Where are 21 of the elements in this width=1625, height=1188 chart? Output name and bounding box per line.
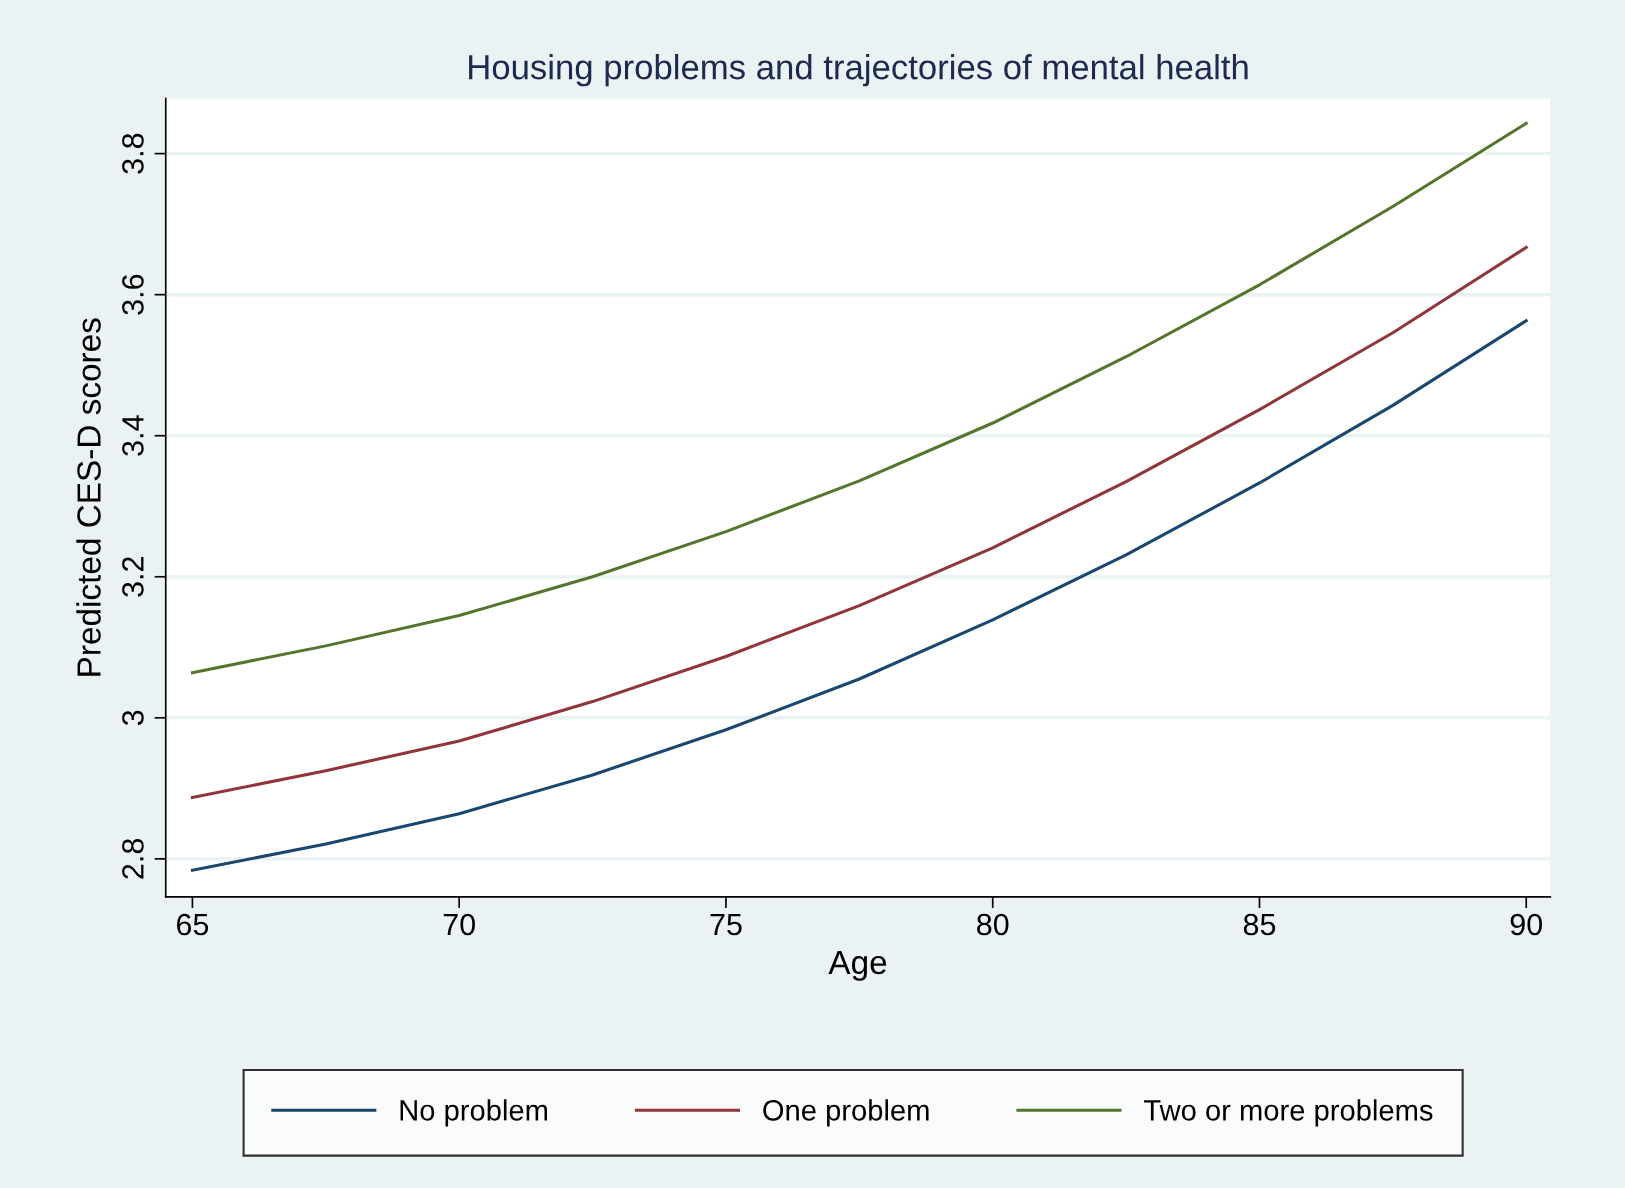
chart-title: Housing problems and trajectories of mental health	[469, 54, 1248, 87]
y-tick-label: 3.8	[122, 133, 144, 174]
x-tick-label: 85	[1243, 913, 1276, 936]
legend-label: One problem	[763, 1099, 929, 1127]
x-tick-label: 70	[443, 913, 475, 936]
x-tick-label: 75	[710, 914, 742, 936]
y-tick-label: 2.8	[122, 838, 144, 879]
y-tick-label: 3.2	[122, 557, 144, 597]
y-tick-label: 3	[122, 710, 144, 726]
x-tick-label: 90	[1510, 913, 1543, 936]
x-tick-label: 80	[977, 913, 1009, 936]
y-tick-label: 3.4	[122, 415, 144, 456]
line-series	[190, 121, 1528, 675]
legend-label: No problem	[400, 1099, 548, 1127]
y-tick-label: 3.6	[122, 274, 144, 315]
line-series	[190, 245, 1528, 800]
line-series	[190, 319, 1528, 872]
x-axis-title: Age	[828, 950, 887, 981]
legend-label: Two or more problems	[1144, 1099, 1433, 1127]
x-tick-label: 65	[176, 913, 209, 936]
y-axis-title: Predicted CES-D scores	[76, 318, 101, 676]
